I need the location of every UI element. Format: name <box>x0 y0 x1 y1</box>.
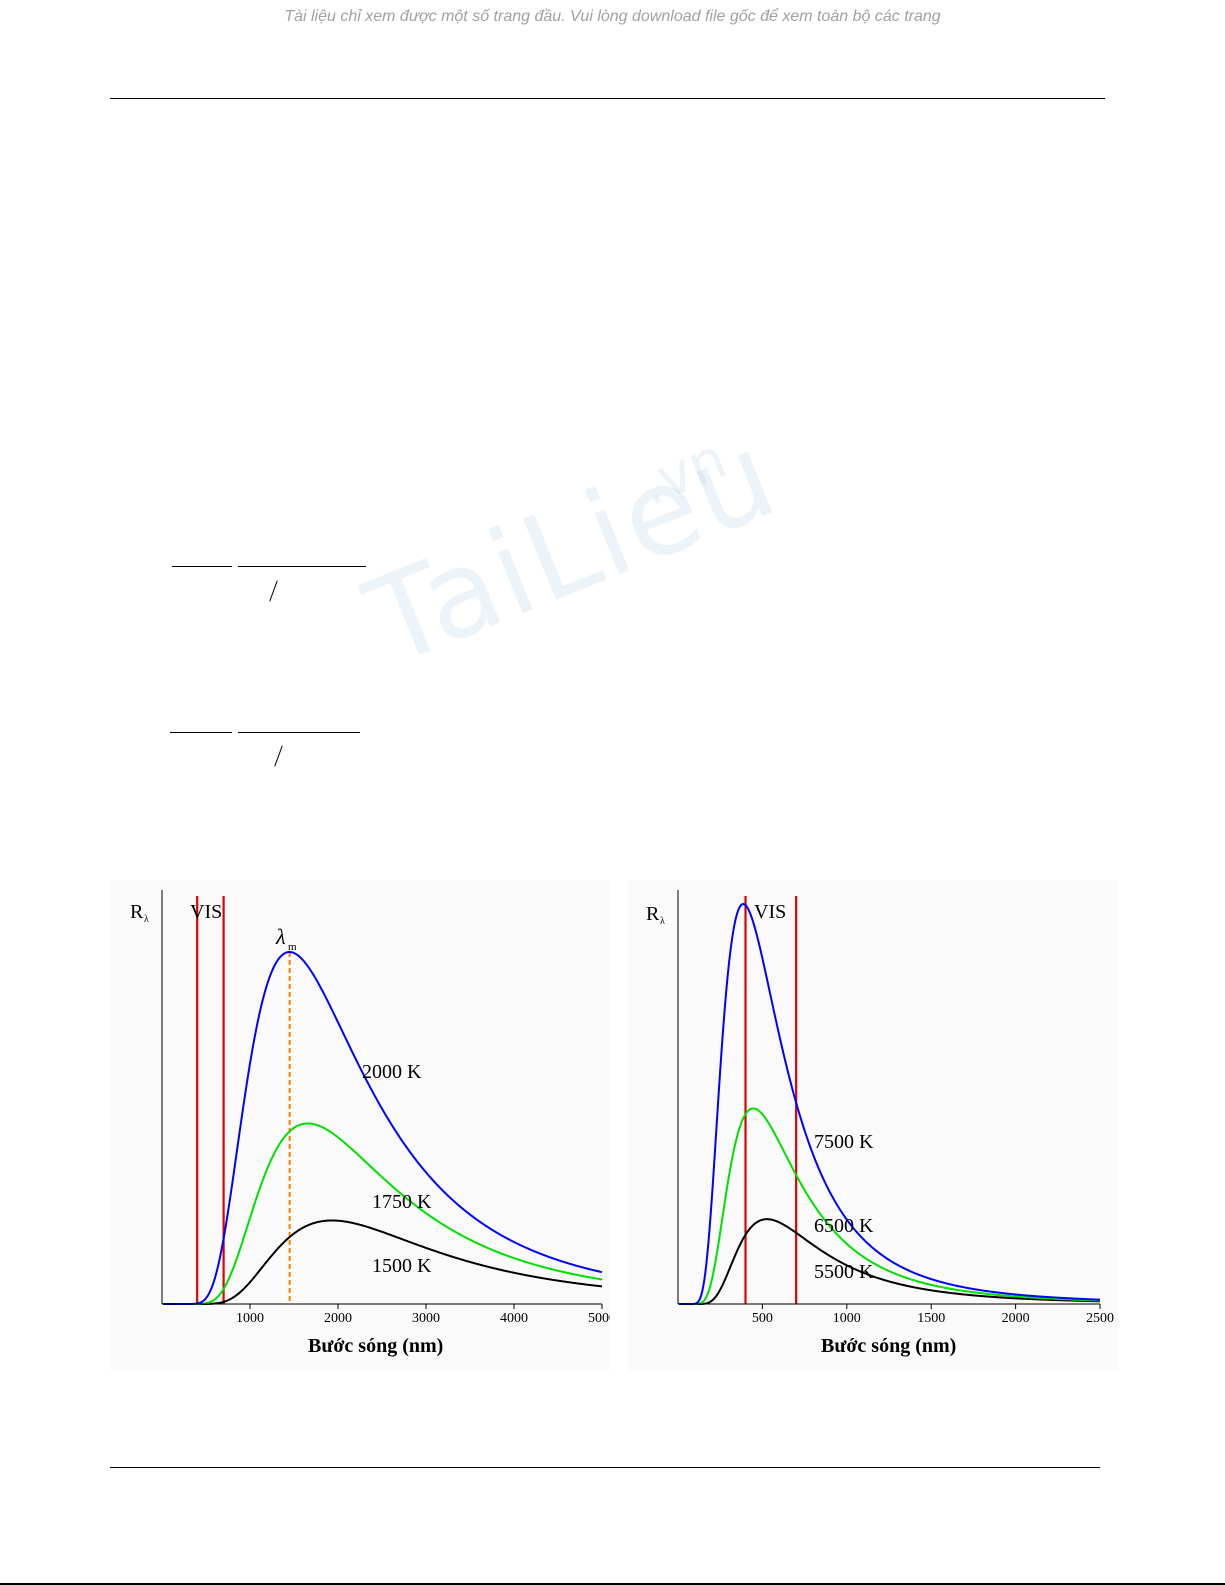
x-tick-label: 1500 <box>917 1311 945 1326</box>
series-line-1500k <box>163 1219 603 1305</box>
series-line-1750k <box>163 1122 603 1305</box>
series-label: 5500 K <box>814 1261 874 1283</box>
vis-label: VIS <box>190 901 222 923</box>
series-line-6500k <box>679 1107 1101 1305</box>
footer-rule <box>110 1467 1100 1468</box>
peak-label-sub: m <box>288 941 297 953</box>
download-banner: Tài liệu chỉ xem được một số trang đầu. … <box>284 8 941 25</box>
x-tick-label: 1000 <box>236 1311 264 1326</box>
vis-label: VIS <box>754 901 786 923</box>
y-axis-label: R <box>130 901 144 923</box>
x-tick-label: 1000 <box>833 1311 861 1326</box>
fraction-line <box>238 566 366 567</box>
chart-left-svg: R λ VIS λ m Bước sóng (nm) 1000 2000 3000 4… <box>130 890 616 1357</box>
series-line-2000k <box>163 950 603 1305</box>
fraction-line <box>170 732 232 733</box>
x-axis-label: Bước sóng (nm) <box>821 1335 956 1357</box>
watermark: TaiLieu <box>349 405 795 694</box>
series-line-5500k <box>679 1218 1101 1305</box>
series-label: 6500 K <box>814 1215 874 1237</box>
chart-right-svg: R λ VIS Bước sóng (nm) 500 1000 1500 2000 25… <box>646 890 1114 1357</box>
series-label: 1750 K <box>372 1191 432 1213</box>
y-axis-label-sub: λ <box>144 914 149 925</box>
x-axis-label: Bước sóng (nm) <box>308 1335 443 1357</box>
x-tick-label: 2000 <box>1002 1311 1030 1326</box>
peak-label: λ <box>275 924 286 949</box>
series-label: 1500 K <box>372 1255 432 1277</box>
fraction-line <box>172 566 232 567</box>
series-label: 2000 K <box>362 1061 422 1083</box>
x-tick-label: 2000 <box>324 1311 352 1326</box>
fraction-line <box>238 732 360 733</box>
x-tick-label: 5000 <box>588 1311 610 1326</box>
series-line-7500k <box>679 902 1101 1305</box>
header-rule <box>110 98 1105 99</box>
fraction-slash <box>269 580 278 602</box>
x-tick-label: 2500 <box>1086 1311 1114 1326</box>
y-axis-label: R <box>646 903 660 925</box>
x-tick-label: 3000 <box>412 1311 440 1326</box>
x-tick-label: 4000 <box>500 1311 528 1326</box>
fraction-slash <box>274 745 283 767</box>
x-tick-label: 500 <box>752 1311 773 1326</box>
y-axis-label-sub: λ <box>660 916 665 927</box>
page-bottom-rule <box>0 1583 1225 1585</box>
chart-left: R λ VIS λ m Bước sóng (nm) 1000 2000 3000 4… <box>110 880 616 1370</box>
chart-right: R λ VIS Bước sóng (nm) 500 1000 1500 2000 25… <box>628 880 1118 1370</box>
series-label: 7500 K <box>814 1131 874 1153</box>
